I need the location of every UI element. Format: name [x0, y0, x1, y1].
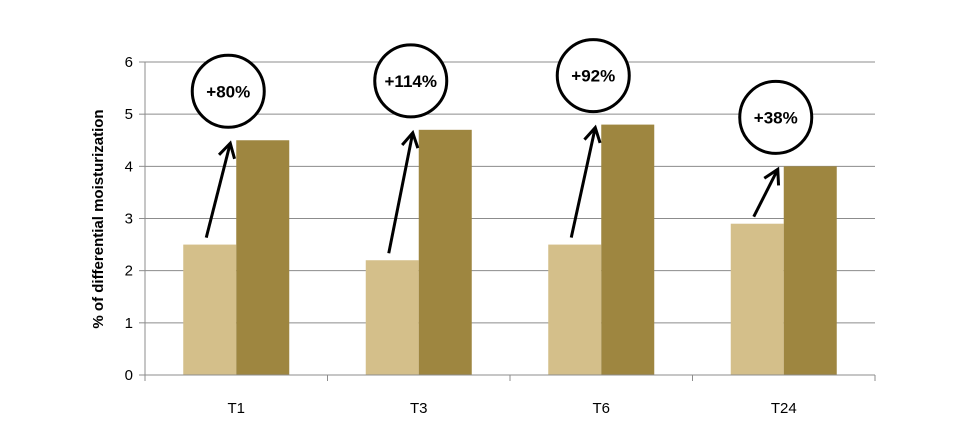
- bar: [783, 166, 837, 375]
- increase-arrow-shaft: [204, 142, 232, 238]
- axes: [139, 61, 876, 381]
- x-tick-labels: T1 T3 T6 T24: [227, 400, 796, 417]
- y-tick-label: 0: [125, 367, 133, 384]
- y-tick-labels: 0 1 2 3 4 5 6: [125, 54, 133, 384]
- x-tick-label: T24: [771, 400, 797, 417]
- increase-arrow-shaft: [752, 168, 780, 218]
- bar: [548, 244, 602, 375]
- increase-arrow-head: [583, 124, 602, 144]
- y-tick-label: 6: [125, 54, 133, 71]
- y-tick-label: 3: [125, 211, 133, 228]
- bar: [365, 260, 419, 375]
- x-tick-label: T3: [410, 400, 428, 417]
- y-tick-label: 1: [125, 315, 133, 332]
- increase-arrow-shaft: [387, 132, 415, 254]
- x-tick-label: T1: [227, 400, 245, 417]
- increase-arrow-head: [401, 129, 420, 149]
- y-axis-title: % of differential moisturization: [90, 109, 107, 328]
- y-tick-label: 4: [125, 158, 133, 175]
- bar: [730, 223, 784, 375]
- bar: [601, 124, 655, 375]
- callout-label: +80%: [206, 82, 250, 101]
- callout-label: +92%: [571, 67, 615, 86]
- bars: [183, 124, 837, 375]
- bar: [418, 129, 472, 375]
- y-tick-label: 5: [125, 106, 133, 123]
- increase-arrow-head: [763, 166, 781, 186]
- bar: [236, 140, 290, 375]
- increase-arrow-shaft: [569, 127, 597, 238]
- callout-circle: [555, 38, 631, 114]
- x-tick-label: T6: [592, 400, 610, 417]
- callout-label: +38%: [754, 108, 798, 127]
- callout-circle: [738, 79, 814, 155]
- callout-label: +114%: [385, 72, 437, 91]
- callout-circle: [190, 53, 266, 129]
- callouts: +80% +114% +92% +38%: [190, 38, 814, 254]
- increase-arrow-head: [217, 140, 236, 160]
- y-tick-label: 2: [125, 263, 133, 280]
- callout-circle: [373, 43, 449, 119]
- bar: [183, 244, 237, 375]
